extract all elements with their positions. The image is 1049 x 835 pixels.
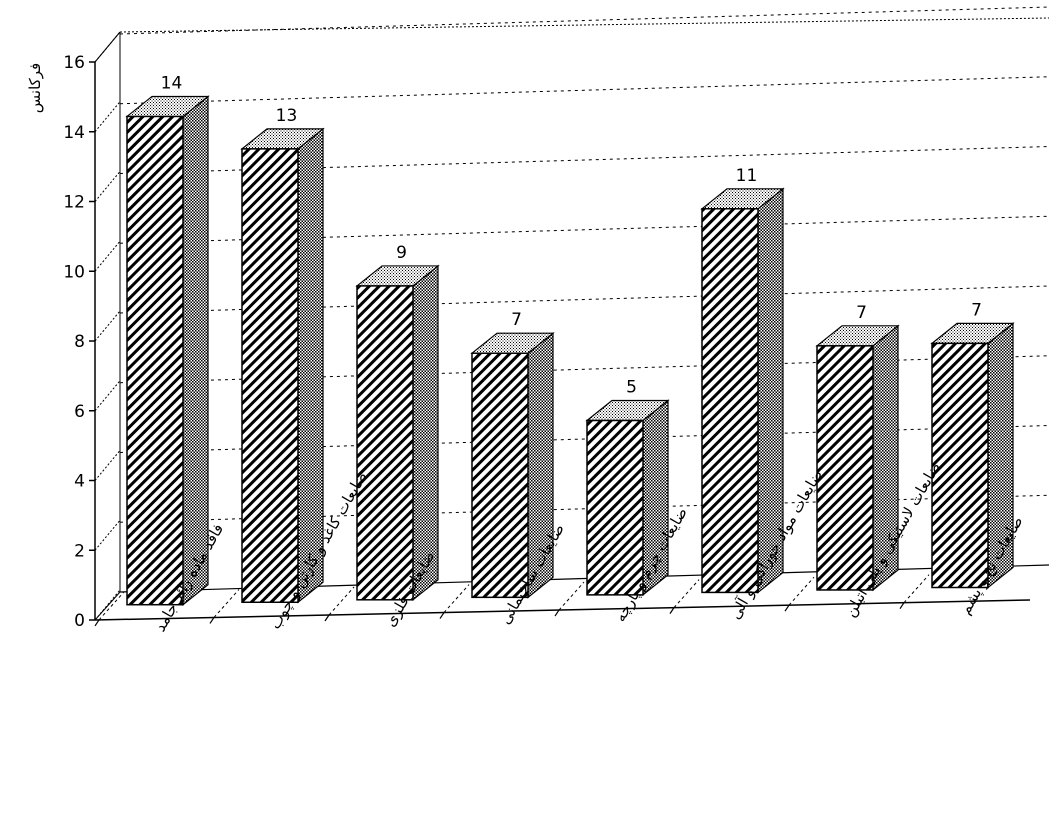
floor-divider-4 <box>443 584 470 613</box>
y-depth-guide-4 <box>94 450 121 481</box>
floor-depth-left <box>94 591 121 621</box>
bar-side-face <box>182 95 209 606</box>
y-depth-guide-10 <box>94 240 121 272</box>
floor-dividers <box>94 574 930 627</box>
x-tick-5 <box>554 609 560 617</box>
floor-divider-7 <box>788 576 815 606</box>
bar-8 <box>930 322 1015 589</box>
y-tick-label-14: 14 <box>63 123 85 143</box>
x-tick-7 <box>784 604 790 612</box>
x-axis-line <box>94 599 1031 621</box>
floor-divider-8 <box>903 574 930 604</box>
floor-divider-2 <box>213 589 240 618</box>
x-tick-3 <box>324 614 330 622</box>
y-tick-label-10: 10 <box>63 262 85 282</box>
y-axis-ticks: 0 2 4 6 8 10 12 14 16 <box>63 31 121 631</box>
y-depth-guide-8 <box>94 310 121 342</box>
data-labels: 14 13 9 7 5 11 7 7 <box>161 73 982 397</box>
bar-front-face <box>701 208 759 594</box>
floor-divider-1 <box>98 591 125 621</box>
bar-front-face <box>241 148 299 604</box>
data-label-3: 9 <box>396 243 407 263</box>
bar-front-face <box>586 419 644 596</box>
data-label-4: 7 <box>511 310 522 330</box>
bar-5 <box>585 399 670 597</box>
y-depth-guide-0 <box>94 589 121 621</box>
bar-front-face <box>471 352 529 599</box>
y-depth-guide-6 <box>94 380 121 412</box>
y-tick-label-8: 8 <box>74 332 85 352</box>
y-tick-label-16: 16 <box>63 53 85 73</box>
y-depth-guide-14 <box>94 101 121 133</box>
bar-front-face <box>356 285 414 601</box>
y-tick-label-2: 2 <box>74 541 85 561</box>
y-tick-label-6: 6 <box>74 402 85 422</box>
bar-6 <box>700 187 785 594</box>
y-tick-label-0: 0 <box>74 611 85 631</box>
y-axis-label: فرکانس <box>26 63 44 113</box>
y-depth-guide-2 <box>94 519 121 551</box>
bar-front-face <box>816 345 874 591</box>
x-tick-2 <box>209 617 215 624</box>
bars <box>125 95 1015 606</box>
y-tick-label-12: 12 <box>63 193 85 213</box>
bar-2 <box>240 127 325 604</box>
bar-1 <box>125 95 210 606</box>
bar-front-face <box>931 342 989 589</box>
x-tick-6 <box>669 607 675 614</box>
x-tick-8 <box>899 602 905 610</box>
bar-3 <box>355 264 440 602</box>
data-label-2: 13 <box>276 106 298 126</box>
back-wall-top-edge <box>119 17 1049 33</box>
data-label-6: 11 <box>736 166 758 186</box>
floor-divider-6 <box>673 579 700 608</box>
y-tick-label-4: 4 <box>74 472 85 492</box>
data-label-7: 7 <box>856 303 867 323</box>
bar-7 <box>815 324 900 592</box>
floor-divider-5 <box>558 581 585 611</box>
gridline-16 <box>119 6 1049 35</box>
bar-4 <box>470 331 555 599</box>
gridline-14 <box>119 76 1049 105</box>
x-tick-1 <box>94 619 100 627</box>
data-label-8: 7 <box>971 300 982 320</box>
floor-divider-3 <box>328 586 355 616</box>
y-depth-guide-12 <box>94 171 121 202</box>
data-label-1: 14 <box>161 73 183 93</box>
data-label-5: 5 <box>626 378 637 398</box>
y-depth-guide-16 <box>94 31 121 63</box>
x-tick-4 <box>439 612 445 619</box>
bar-front-face <box>126 115 184 606</box>
